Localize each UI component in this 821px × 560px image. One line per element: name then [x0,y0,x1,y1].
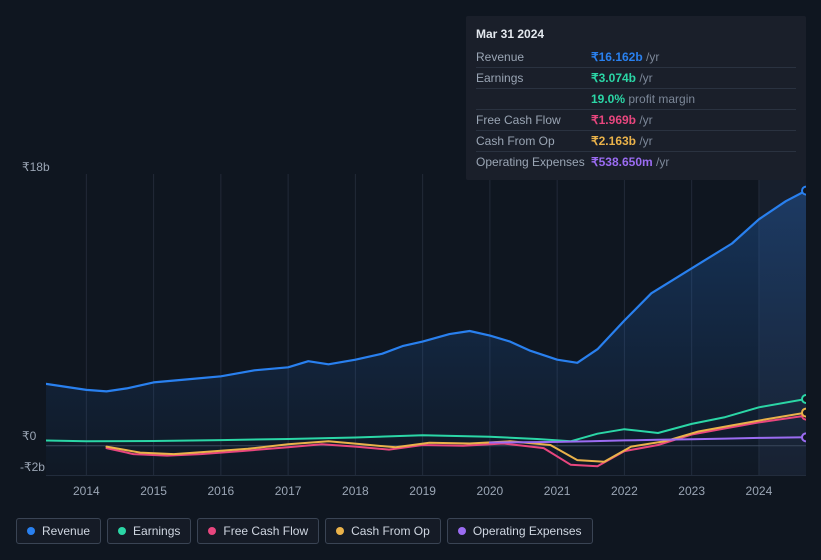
chart-plot[interactable] [46,174,806,476]
legend-dot-icon [27,527,35,535]
tooltip-metric-label: Earnings [476,68,591,89]
legend-dot-icon [336,527,344,535]
x-tick-label: 2020 [477,484,504,498]
tooltip-metric-value: ₹1.969b /yr [591,110,796,131]
series-end-marker [802,187,806,195]
chart-tooltip: Mar 31 2024 Revenue₹16.162b /yrEarnings₹… [466,16,806,180]
legend-item-operating-expenses[interactable]: Operating Expenses [447,518,593,544]
legend-dot-icon [458,527,466,535]
x-tick-label: 2014 [73,484,100,498]
series-end-marker [802,409,806,417]
legend-item-cash-from-op[interactable]: Cash From Op [325,518,441,544]
legend-label: Free Cash Flow [223,524,308,538]
x-axis: 2014 2015 2016 2017 2018 2019 2020 2021 2022 2023… [46,484,806,500]
y-tick-label: -₹2b [20,460,45,474]
legend-dot-icon [118,527,126,535]
x-tick-label: 2021 [544,484,571,498]
series-end-marker [802,433,806,441]
tooltip-metric-value: ₹3.074b /yr [591,68,796,89]
legend-label: Cash From Op [351,524,430,538]
x-tick-label: 2024 [746,484,773,498]
x-tick-label: 2022 [611,484,638,498]
legend-label: Revenue [42,524,90,538]
tooltip-metric-value: ₹2.163b /yr [591,131,796,152]
x-tick-label: 2016 [208,484,235,498]
tooltip-metric-value: ₹538.650m /yr [591,152,796,173]
legend-dot-icon [208,527,216,535]
y-tick-label: ₹18b [22,160,50,174]
y-tick-label: ₹0 [22,429,36,443]
legend-item-free-cash-flow[interactable]: Free Cash Flow [197,518,319,544]
tooltip-date: Mar 31 2024 [476,24,796,47]
legend-label: Operating Expenses [473,524,582,538]
legend-item-revenue[interactable]: Revenue [16,518,101,544]
x-tick-label: 2019 [409,484,436,498]
tooltip-metric-label [476,89,591,110]
x-tick-label: 2018 [342,484,369,498]
series-end-marker [802,395,806,403]
tooltip-metric-label: Operating Expenses [476,152,591,173]
legend: Revenue Earnings Free Cash Flow Cash From O… [16,518,593,544]
tooltip-metric-label: Free Cash Flow [476,110,591,131]
legend-item-earnings[interactable]: Earnings [107,518,191,544]
tooltip-table: Revenue₹16.162b /yrEarnings₹3.074b /yr19… [476,47,796,172]
legend-label: Earnings [133,524,180,538]
x-tick-label: 2023 [678,484,705,498]
x-tick-label: 2017 [275,484,302,498]
x-tick-label: 2015 [140,484,167,498]
tooltip-metric-value: 19.0% profit margin [591,89,796,110]
tooltip-metric-label: Revenue [476,47,591,68]
tooltip-metric-label: Cash From Op [476,131,591,152]
tooltip-metric-value: ₹16.162b /yr [591,47,796,68]
